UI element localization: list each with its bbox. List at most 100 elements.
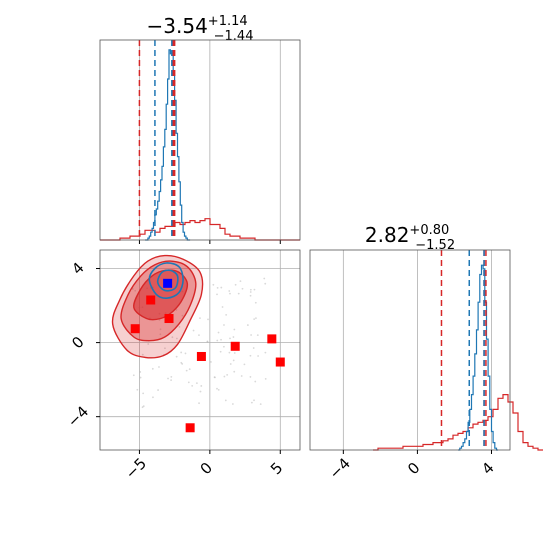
panel-2d-contour: −5 0 5 −4 0 4 — [64, 249, 301, 483]
scatter-point — [253, 399, 255, 402]
scatter-point — [224, 399, 227, 402]
scatter-point — [181, 314, 184, 317]
scatter-point — [228, 351, 231, 354]
scatter-point — [232, 336, 235, 338]
red-marker — [267, 334, 277, 344]
scatter-point — [216, 286, 219, 289]
scatter-point — [178, 325, 181, 328]
param2-x-tick-label: 4 — [478, 459, 497, 478]
param1-minus: −1.44 — [214, 29, 254, 44]
scatter-point — [164, 347, 166, 350]
scatter-point — [185, 369, 188, 372]
scatter-point — [246, 324, 249, 326]
param2-histogram-blue — [458, 264, 499, 451]
scatter-point — [254, 301, 257, 304]
scatter-point — [170, 379, 172, 382]
scatter-point — [264, 282, 267, 285]
scatter-point — [234, 283, 237, 286]
scatter-point — [132, 374, 135, 377]
contour-x-tick-label: 0 — [197, 459, 216, 478]
panel-param2-histogram: 2.82+0.80 −1.52 −4 0 4 — [309, 223, 543, 483]
scatter-point — [167, 377, 169, 380]
scatter-point — [180, 351, 183, 354]
scatter-point — [255, 317, 257, 320]
scatter-point — [226, 373, 229, 376]
red-marker — [164, 314, 174, 324]
scatter-point — [147, 343, 150, 345]
scatter-point — [191, 384, 194, 387]
param2-title: 2.82+0.80 −1.52 — [365, 223, 455, 253]
contour-plot-area — [100, 250, 300, 450]
scatter-point — [151, 367, 154, 370]
contour-y-tick-label: 4 — [68, 259, 87, 278]
scatter-point — [249, 376, 252, 378]
scatter-point — [170, 375, 173, 378]
scatter-point — [233, 352, 236, 354]
scatter-point — [141, 353, 144, 356]
param2-x-tick-label: −4 — [326, 454, 354, 482]
scatter-point — [231, 403, 234, 405]
red-marker — [196, 351, 206, 361]
scatter-point — [199, 317, 201, 319]
scatter-point — [253, 318, 256, 321]
blue-contour-level-2 — [156, 269, 179, 292]
scatter-point — [188, 368, 191, 371]
red-marker — [230, 341, 240, 351]
scatter-point — [157, 389, 159, 391]
scatter-point — [142, 392, 145, 395]
param2-frame — [309, 249, 511, 451]
scatter-point — [159, 328, 162, 331]
scatter-point — [220, 338, 222, 341]
contour-x-tick-label: −5 — [122, 454, 150, 482]
scatter-point — [159, 333, 162, 336]
scatter-point — [253, 288, 256, 291]
scatter-point — [220, 286, 223, 289]
scatter-point — [240, 375, 243, 377]
scatter-point — [250, 334, 252, 336]
blue-contour-level-1 — [148, 262, 184, 299]
param1-frame — [99, 39, 301, 241]
red-marker — [146, 295, 156, 305]
scatter-point — [152, 396, 154, 399]
scatter-point — [257, 355, 260, 357]
scatter-point — [141, 406, 144, 409]
scatter-point — [264, 377, 267, 380]
scatter-point — [229, 363, 232, 365]
scatter-point — [225, 313, 228, 316]
scatter-point — [237, 292, 240, 295]
scatter-point — [233, 328, 236, 331]
param2-x-tick-label: 0 — [404, 459, 423, 478]
param2-median: 2.82 — [365, 223, 410, 247]
param2-minus: −1.52 — [415, 238, 455, 253]
scatter-point — [175, 337, 178, 340]
scatter-point — [250, 401, 253, 404]
red-marker — [130, 324, 140, 334]
scatter-point — [249, 291, 252, 293]
scatter-point — [175, 355, 178, 358]
panel-param1-histogram: −3.54+1.14 −1.44 — [99, 14, 301, 244]
scatter-point — [232, 359, 235, 362]
scatter-point — [200, 385, 203, 387]
scatter-point — [139, 371, 142, 373]
param1-histogram-red — [100, 218, 300, 241]
red-marker — [275, 357, 285, 367]
scatter-point — [249, 294, 252, 297]
scatter-point — [223, 375, 226, 378]
scatter-point — [192, 329, 195, 332]
scatter-point — [195, 382, 198, 385]
contour-x-tick-label: 5 — [267, 459, 286, 478]
scatter-point — [217, 331, 220, 334]
scatter-point — [229, 292, 231, 295]
scatter-point — [206, 340, 209, 343]
param1-histogram-blue — [145, 49, 191, 241]
scatter-point — [199, 390, 202, 393]
scatter-point — [252, 347, 255, 349]
scatter-point — [171, 336, 174, 339]
scatter-point — [228, 290, 231, 292]
scatter-point — [241, 287, 244, 290]
scatter-point — [254, 380, 257, 383]
blue-marker — [163, 278, 173, 288]
scatter-point — [175, 309, 178, 311]
scatter-point — [264, 351, 267, 354]
